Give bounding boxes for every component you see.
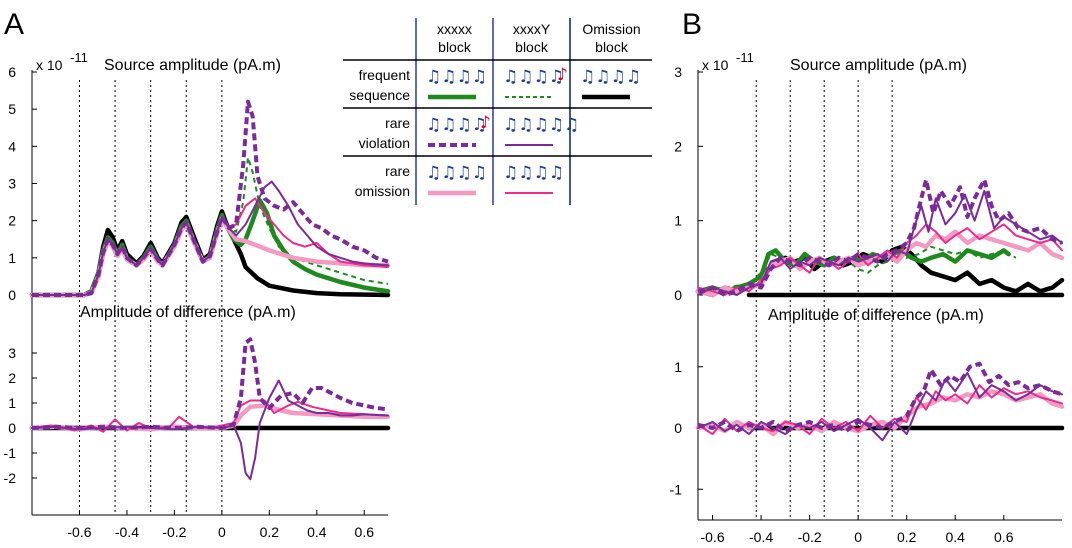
y-exponent-power: -11 [70,50,88,65]
y-tick-label-bottom: 3 [8,345,16,361]
series-line-omission-xxxxY [697,223,1063,296]
legend-row-label: violation [359,135,410,151]
y-tick-label-bottom: -1 [670,481,683,497]
legend-column-header: block [595,39,629,55]
legend-table: xxxxx block xxxxY block Omission block frequen… [343,18,652,205]
music-notes-icon: ♫♫♫♫ [503,67,564,87]
x-tick-label: -0.4 [749,529,773,545]
series-line-violation-xxxxx [31,337,389,430]
bottom-subplot-title: Amplitude of difference (pA.m) [768,307,984,324]
legend-row-label: frequent [359,67,410,83]
panel-a: -0.6 -0.4 -0.2 0 0.2 0.4 0.6 0 1 2 3 4 5 6 -2 -1 0 1 2 3 x 1… [4,50,391,540]
y-exponent-label: x 10 [702,57,729,73]
panel-letter-b: B [682,8,702,41]
x-tick-label: 0.6 [355,524,375,540]
panel-b: -0.6 -0.4 -0.2 0 0.2 0.4 0.6 0 1 2 3 -1 0 1 x 10 -11 Sou… [670,50,1065,545]
y-tick-label-bottom: 0 [8,420,16,436]
x-tick-label: -0.2 [162,524,186,540]
y-tick-label-top: 2 [674,138,682,154]
series-line-frequent-omission [29,209,391,298]
x-tick-label: -0.6 [67,524,91,540]
music-notes-icon: ♫♫♫♫ [426,67,487,87]
music-notes-icon: ♫♫♫♫♫ [503,115,579,135]
y-tick-label-top: 6 [8,64,16,80]
series-line-frequent-xxxxY [697,245,1017,293]
x-tick-label: 0.4 [307,524,327,540]
series-line-violation-xxxxY [697,371,1063,442]
x-tick-label: 0.2 [260,524,280,540]
legend-row-label: omission [355,183,410,199]
series-line-violation-xxxxY [697,189,1063,296]
y-tick-label-top: 0 [8,287,16,303]
legend-row-label: rare [385,115,410,131]
legend-row-label: sequence [349,87,410,103]
y-exponent-label: x 10 [36,57,63,73]
x-tick-label: -0.4 [115,524,139,540]
x-tick-label: 0.4 [945,529,965,545]
y-exponent-power: -11 [736,50,754,65]
music-notes-icon: ♫♫♫♫ [580,67,641,87]
legend-column-header: xxxxx [437,21,472,37]
legend-column-header: block [515,39,549,55]
x-tick-label: -0.2 [798,529,822,545]
y-tick-label-bottom: 1 [8,395,16,411]
music-notes-icon: ♫♫♫♫ [426,115,487,135]
series-line-violation-xxxxx [697,361,1063,434]
legend-column-header: xxxxY [513,21,551,37]
x-tick-label: -0.6 [700,529,724,545]
x-tick-label: 0 [854,529,862,545]
y-tick-label-bottom: 1 [674,359,682,375]
x-tick-label: 0.6 [994,529,1014,545]
y-tick-label-top: 1 [8,250,16,266]
panel-letter-a: A [4,8,24,41]
series-line-violation-xxxxx [697,177,1063,297]
deviant-note-icon: ♪ [557,65,568,85]
y-tick-label-bottom: 0 [674,420,682,436]
y-tick-label-top: 4 [8,138,16,154]
music-notes-icon: ♫♫♫♫ [503,163,564,183]
y-tick-label-bottom: -1 [4,445,17,461]
bottom-subplot-title: Amplitude of difference (pA.m) [80,304,296,321]
x-tick-label: 0.2 [897,529,917,545]
series-line-omission-xxxxx [695,389,1065,437]
y-tick-label-top: 1 [674,213,682,229]
top-subplot-title: Source amplitude (pA.m) [104,57,281,74]
y-tick-label-top: 3 [674,64,682,80]
music-notes-icon: ♫♫♫♫ [426,163,487,183]
legend-row-label: rare [385,163,410,179]
series-line-frequent-xxxxY [32,156,389,296]
series-line-violation-xxxxx [32,99,389,297]
legend-column-header: Omission [582,21,640,37]
deviant-note-icon: ♪ [480,113,491,133]
legend-column-header: block [438,39,472,55]
y-tick-label-top: 5 [8,101,16,117]
top-subplot-title: Source amplitude (pA.m) [790,57,967,74]
series-line-frequent-xxxxx [29,197,391,298]
y-tick-label-bottom: -2 [4,470,17,486]
y-tick-label-top: 3 [8,176,16,192]
y-tick-label-top: 0 [674,287,682,303]
y-tick-label-top: 2 [8,213,16,229]
x-tick-label: 0 [218,524,226,540]
y-tick-label-bottom: 2 [8,370,16,386]
